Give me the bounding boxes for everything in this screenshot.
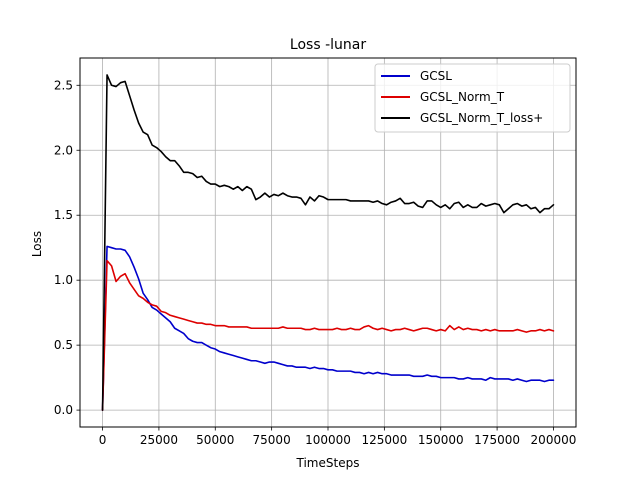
legend-label-gcsl: GCSL (420, 69, 452, 83)
x-axis-label: TimeSteps (296, 456, 360, 470)
x-tick-label: 150000 (418, 433, 464, 447)
series-line-gcsl (101, 245, 555, 411)
x-tick-label: 100000 (305, 433, 351, 447)
y-tick-label: 1.5 (54, 208, 73, 222)
series-line-gcsl-norm-t-loss (101, 74, 555, 411)
series-lines (101, 74, 555, 411)
x-tick-label: 200000 (531, 433, 577, 447)
y-tick-label: 0.0 (54, 403, 73, 417)
x-tick-label: 75000 (253, 433, 291, 447)
series-line-gcsl-norm-t (101, 259, 555, 411)
chart-title: Loss -lunar (290, 37, 366, 53)
x-tick-label: 125000 (361, 433, 407, 447)
x-tick-label: 50000 (196, 433, 234, 447)
legend-label-gcsl-norm-t: GCSL_Norm_T (420, 90, 505, 104)
legend-box (374, 63, 571, 133)
x-axis-ticks: 0 25000 50000 75000 100000 125000 150000 175000… (99, 427, 577, 447)
y-axis-label: Loss (30, 231, 44, 257)
y-tick-label: 2.5 (54, 78, 73, 92)
legend: GCSL GCSL_Norm_T GCSL_Norm_T_loss+ (374, 63, 571, 133)
legend-label-gcsl-norm-t-loss: GCSL_Norm_T_loss+ (420, 111, 543, 125)
y-tick-label: 1.0 (54, 273, 73, 287)
y-tick-label: 0.5 (54, 338, 73, 352)
y-axis-ticks: 0.0 0.5 1.0 1.5 2.0 2.5 (54, 78, 80, 417)
y-tick-label: 2.0 (54, 143, 73, 157)
x-tick-label: 0 (99, 433, 107, 447)
x-tick-label: 175000 (474, 433, 520, 447)
x-tick-label: 25000 (140, 433, 178, 447)
